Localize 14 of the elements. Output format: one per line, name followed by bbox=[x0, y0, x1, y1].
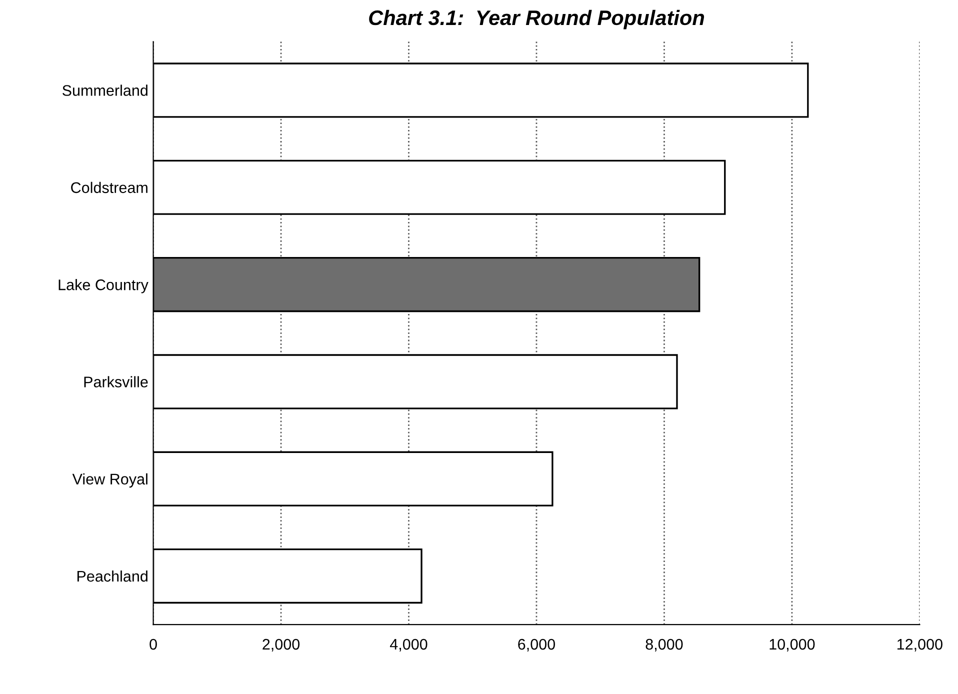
x-tick-label: 2,000 bbox=[262, 638, 300, 652]
chart-title: Chart 3.1: Year Round Population bbox=[369, 10, 704, 30]
x-tick-label: 4,000 bbox=[390, 638, 428, 652]
x-tick-label: 8,000 bbox=[646, 638, 683, 652]
x-tick-label: 0 bbox=[150, 638, 157, 650]
x-tick-label: 6,000 bbox=[518, 638, 555, 652]
y-tick-label: Summerland bbox=[62, 84, 148, 96]
y-tick-label: Lake Country bbox=[58, 279, 148, 294]
y-tick-label: Coldstream bbox=[71, 182, 148, 194]
y-tick-label: View Royal bbox=[72, 473, 148, 488]
x-tick-label: 12,000 bbox=[897, 638, 942, 652]
y-tick-label: Parksville bbox=[84, 376, 148, 388]
x-tick-label: 10,000 bbox=[770, 638, 815, 652]
y-tick-label: Peachland bbox=[77, 570, 148, 582]
